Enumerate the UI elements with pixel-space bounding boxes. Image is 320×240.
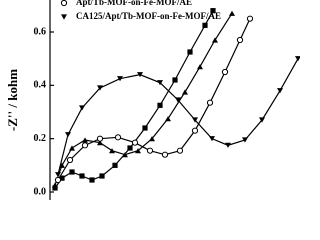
y-tick-label: 0.0	[34, 186, 47, 197]
series-line	[57, 18, 251, 181]
marker	[157, 80, 163, 86]
marker	[295, 56, 300, 62]
marker	[79, 105, 85, 111]
marker	[66, 156, 74, 164]
marker	[242, 137, 248, 143]
marker	[225, 142, 231, 148]
series-line	[54, 10, 214, 189]
marker	[206, 99, 214, 106]
marker	[236, 36, 244, 44]
marker	[175, 97, 181, 103]
marker	[99, 173, 105, 179]
marker	[131, 139, 139, 146]
marker	[259, 117, 265, 123]
marker	[117, 76, 123, 82]
marker	[97, 85, 103, 91]
marker	[157, 102, 163, 108]
marker	[122, 152, 128, 158]
marker	[52, 185, 58, 191]
marker	[197, 64, 203, 70]
marker	[161, 151, 169, 158]
marker	[246, 15, 254, 22]
legend-label: CA125/Apt/Tb-MOF-on-Fe-MOF/AE	[76, 11, 221, 21]
marker	[209, 136, 215, 142]
series-line	[54, 13, 233, 186]
marker	[176, 147, 184, 154]
y-tick-label: 0.6	[34, 26, 47, 37]
y-tick-label: 0.2	[34, 133, 47, 144]
legend-label: Apt/Tb-MOF-on-Fe-MOF/AE	[76, 0, 192, 7]
marker	[112, 162, 118, 168]
marker	[97, 140, 103, 146]
marker	[229, 10, 235, 16]
marker	[137, 72, 143, 78]
marker	[55, 172, 61, 178]
marker	[191, 127, 199, 134]
marker	[54, 176, 62, 184]
marker	[135, 148, 141, 154]
marker	[69, 169, 75, 175]
y-tick-label: 0.4	[34, 80, 47, 91]
marker	[202, 22, 208, 28]
marker	[114, 134, 122, 141]
marker	[109, 148, 115, 154]
marker	[149, 136, 155, 142]
marker	[81, 142, 89, 149]
marker	[69, 145, 75, 151]
marker	[96, 135, 104, 142]
marker	[221, 68, 229, 76]
marker	[59, 175, 65, 181]
marker	[89, 177, 95, 183]
marker	[79, 173, 85, 179]
marker	[127, 145, 133, 151]
chart: -Z'' / kohm 0.0 0.2 0.4 0.6 Apt/Tb-MOF-on-Fe…	[5, 0, 300, 200]
marker	[172, 77, 178, 83]
marker	[52, 182, 58, 188]
y-axis-label: -Z'' / kohm	[5, 69, 20, 131]
marker	[65, 132, 71, 138]
marker	[146, 147, 154, 154]
marker	[187, 49, 193, 55]
legend-marker	[60, 0, 68, 7]
series-line	[57, 58, 299, 175]
marker	[212, 37, 218, 43]
marker	[165, 116, 171, 122]
legend-marker	[61, 14, 67, 20]
marker	[142, 125, 148, 131]
marker	[210, 8, 216, 14]
marker	[182, 89, 188, 95]
marker	[82, 137, 88, 143]
marker	[192, 117, 198, 123]
marker	[277, 88, 283, 94]
